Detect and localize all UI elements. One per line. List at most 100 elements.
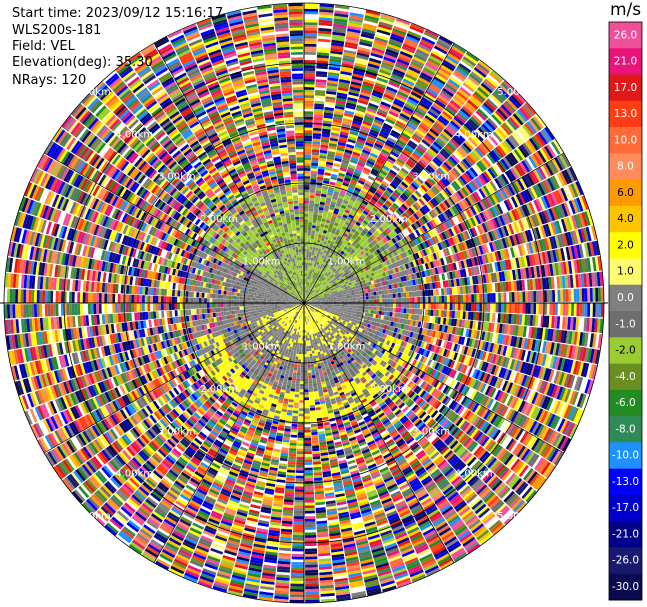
gate <box>394 20 410 28</box>
gate <box>441 310 445 318</box>
gate <box>308 224 312 228</box>
gate <box>320 193 327 198</box>
gate <box>305 295 307 298</box>
gate <box>584 288 588 302</box>
gate <box>356 104 367 111</box>
gate <box>313 272 316 276</box>
gate <box>361 86 373 93</box>
gate <box>308 287 310 291</box>
gate <box>356 311 360 315</box>
gate <box>365 306 369 310</box>
gate <box>325 219 331 224</box>
gate <box>341 296 345 299</box>
gate <box>371 47 385 54</box>
gate <box>308 262 311 266</box>
gate <box>338 306 342 309</box>
gate <box>438 310 442 317</box>
gate <box>316 179 323 183</box>
gate <box>359 156 368 163</box>
gate <box>305 281 307 285</box>
gate <box>598 303 602 318</box>
gate <box>347 94 359 100</box>
gate <box>326 88 337 93</box>
gate <box>313 111 324 115</box>
gate <box>348 20 363 26</box>
gate <box>366 159 375 166</box>
gate <box>304 297 306 301</box>
gate <box>316 65 328 70</box>
gate <box>343 49 357 55</box>
gate <box>305 276 307 279</box>
gate <box>304 43 317 47</box>
gate <box>319 9 334 13</box>
gate <box>509 303 512 313</box>
gate <box>320 249 325 253</box>
gate <box>362 83 374 90</box>
gate <box>413 53 427 62</box>
gate <box>346 102 357 108</box>
gate <box>307 238 311 242</box>
gate <box>535 290 539 302</box>
gate <box>318 22 333 27</box>
gate <box>311 230 316 234</box>
gate <box>527 291 531 303</box>
gate <box>339 76 351 81</box>
gate <box>338 299 342 301</box>
gate <box>311 263 315 267</box>
gate <box>457 303 461 311</box>
gate <box>315 187 322 191</box>
gate <box>345 218 351 224</box>
gate <box>348 89 360 95</box>
gate <box>416 308 420 315</box>
gate <box>320 139 330 143</box>
gate <box>368 155 377 161</box>
gate <box>307 293 309 296</box>
gate <box>304 27 318 31</box>
gate <box>363 118 373 124</box>
gate <box>313 209 319 213</box>
gate <box>388 41 402 48</box>
gate <box>305 270 308 274</box>
gate <box>370 95 382 101</box>
gate <box>396 58 410 66</box>
gate <box>576 288 580 302</box>
gate <box>503 292 507 303</box>
gate <box>311 277 314 281</box>
gate <box>316 276 319 280</box>
gate <box>345 39 359 44</box>
gate <box>340 204 347 210</box>
gate <box>333 113 344 118</box>
gate <box>359 290 363 294</box>
gate <box>403 297 407 303</box>
gate <box>355 60 368 66</box>
gate <box>311 280 314 284</box>
gate <box>378 23 393 31</box>
gate <box>309 189 316 193</box>
gate <box>471 303 475 312</box>
gate <box>314 100 325 105</box>
gate <box>304 292 306 295</box>
gate <box>314 261 318 265</box>
gate <box>317 259 321 263</box>
gate <box>334 111 344 116</box>
gate <box>307 281 310 285</box>
gate <box>344 177 351 182</box>
gate <box>342 157 351 162</box>
gate <box>487 293 491 303</box>
gate <box>306 292 308 296</box>
gate <box>317 250 321 255</box>
gate <box>363 167 371 173</box>
gate <box>395 18 411 26</box>
gate <box>336 95 347 100</box>
gate <box>380 101 391 108</box>
gate <box>432 309 437 317</box>
gate <box>336 304 340 307</box>
gate <box>326 242 331 247</box>
gate <box>395 293 399 298</box>
gate <box>362 23 377 29</box>
gate <box>310 285 313 289</box>
gate <box>326 156 335 161</box>
gate <box>328 304 331 306</box>
gate <box>430 296 434 303</box>
gate <box>392 307 396 313</box>
